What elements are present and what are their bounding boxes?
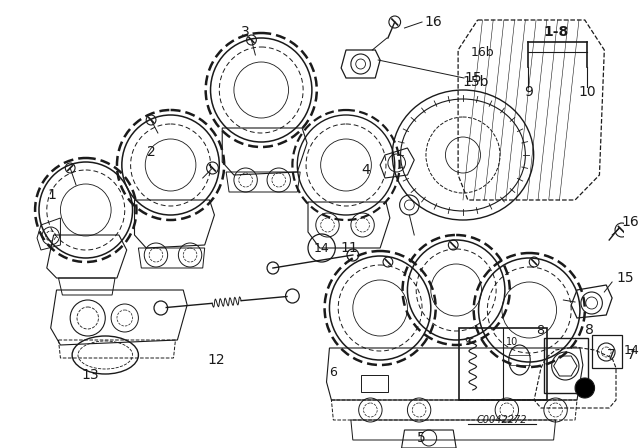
Text: 6: 6: [330, 366, 337, 379]
Text: 8: 8: [536, 323, 544, 336]
Text: 12: 12: [207, 353, 225, 367]
Text: 15: 15: [464, 71, 481, 85]
Text: 4: 4: [361, 163, 370, 177]
Text: 2: 2: [147, 145, 156, 159]
Text: 9: 9: [524, 85, 532, 99]
Text: C0042272: C0042272: [477, 415, 527, 425]
Text: 1-8: 1-8: [543, 25, 568, 39]
Text: 5: 5: [417, 431, 426, 445]
Circle shape: [575, 378, 595, 398]
Text: 8: 8: [585, 323, 594, 337]
Text: 10: 10: [506, 337, 518, 347]
Text: 11: 11: [340, 241, 358, 255]
Text: 3: 3: [241, 25, 250, 39]
Text: 15: 15: [616, 271, 634, 285]
Text: 9: 9: [465, 337, 471, 347]
Text: 15b: 15b: [462, 75, 489, 89]
Bar: [544, 338, 588, 393]
Text: 7: 7: [627, 348, 636, 362]
Text: 16: 16: [622, 215, 639, 229]
Text: 7: 7: [607, 348, 616, 362]
Bar: [459, 328, 547, 400]
Text: 16b: 16b: [470, 46, 494, 59]
Text: 10: 10: [578, 85, 596, 99]
Text: 16: 16: [424, 15, 442, 29]
Text: 14: 14: [314, 241, 330, 254]
Text: 1: 1: [47, 188, 56, 202]
Text: 13: 13: [82, 368, 99, 382]
Text: 14: 14: [624, 344, 639, 357]
